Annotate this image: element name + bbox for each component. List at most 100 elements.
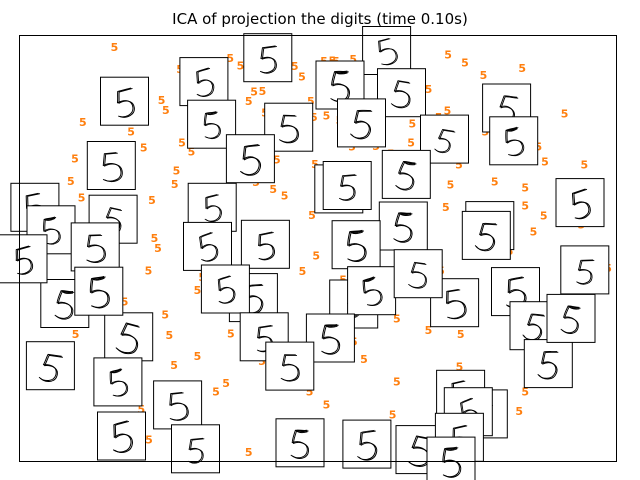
point-label: 5 xyxy=(360,353,368,366)
digit-thumbnail xyxy=(74,266,124,316)
digit-five-glyph-outline xyxy=(118,88,135,118)
point-label: 5 xyxy=(67,175,75,188)
thumbnail-frame xyxy=(179,57,229,107)
digit-five-glyph-outline xyxy=(573,188,591,220)
thumbnail-frame xyxy=(265,341,315,391)
point-label: 5 xyxy=(121,296,129,309)
digit-thumbnail xyxy=(0,234,48,284)
digit-thumbnail xyxy=(426,436,476,480)
point-label: 5 xyxy=(540,210,548,223)
point-label: 5 xyxy=(281,190,289,203)
digit-five-glyph-outline xyxy=(506,127,525,157)
point-label: 5 xyxy=(165,329,173,342)
point-label: 5 xyxy=(137,403,145,416)
point-label: 5 xyxy=(145,433,153,446)
thumbnail-frame xyxy=(362,26,412,75)
digit-five-glyph-outline xyxy=(394,213,413,243)
digit-five-glyph-outline xyxy=(561,306,581,334)
point-label: 5 xyxy=(291,60,299,73)
thumbnails-layer xyxy=(0,26,610,480)
digit-thumbnail xyxy=(381,149,431,199)
point-label: 5 xyxy=(312,250,320,263)
digit-five-glyph-outline xyxy=(443,447,462,478)
digit-thumbnail xyxy=(70,222,120,272)
digit-thumbnail xyxy=(555,178,605,228)
thumbnail-frame xyxy=(183,221,232,271)
digit-thumbnail xyxy=(93,357,143,407)
digit-five-glyph-outline xyxy=(241,144,262,176)
digit-thumbnail xyxy=(362,26,412,75)
digit-thumbnail xyxy=(86,141,136,190)
digit-five-glyph-outline xyxy=(363,276,383,306)
point-label: 5 xyxy=(78,192,86,205)
digit-five-glyph-outline xyxy=(87,234,106,263)
point-label: 5 xyxy=(491,176,499,189)
point-label: 5 xyxy=(79,116,87,129)
digit-thumbnail xyxy=(171,424,220,474)
point-label: 5 xyxy=(212,386,220,399)
digit-five-glyph-outline xyxy=(281,354,300,382)
digit-five-glyph-outline xyxy=(396,161,417,191)
digit-five-glyph-outline xyxy=(39,354,63,382)
point-label: 5 xyxy=(299,265,307,278)
point-label: 5 xyxy=(171,178,179,191)
digit-five-glyph-outline xyxy=(348,230,367,262)
digit-thumbnail xyxy=(331,220,381,270)
digit-thumbnail xyxy=(200,264,250,314)
thumbnail-frame xyxy=(393,249,443,299)
digit-thumbnail xyxy=(225,134,275,184)
point-label: 5 xyxy=(561,107,569,120)
digit-five-glyph-outline xyxy=(358,430,378,461)
point-label: 5 xyxy=(269,183,277,196)
digit-thumbnail xyxy=(560,245,610,295)
digit-thumbnail xyxy=(275,418,325,468)
point-label: 5 xyxy=(188,146,196,159)
point-label: 5 xyxy=(461,57,469,70)
digit-five-glyph-outline xyxy=(577,260,595,285)
point-label: 5 xyxy=(145,265,153,278)
digit-five-glyph-outline xyxy=(189,438,205,464)
digit-thumbnail xyxy=(322,161,372,210)
digit-thumbnail xyxy=(97,411,146,461)
point-label: 5 xyxy=(173,165,181,178)
point-label: 5 xyxy=(310,111,318,124)
point-label: 5 xyxy=(162,104,170,117)
digit-five-glyph-outline xyxy=(91,276,110,309)
digit-thumbnail xyxy=(26,205,76,255)
digit-thumbnail xyxy=(393,249,443,299)
point-label: 5 xyxy=(140,142,148,155)
point-label: 5 xyxy=(72,328,80,341)
digit-five-glyph-outline xyxy=(44,216,61,245)
digit-five-glyph-outline xyxy=(200,232,219,262)
digit-thumbnail xyxy=(461,210,511,260)
point-label: 5 xyxy=(307,95,315,108)
point-label: 5 xyxy=(442,201,450,214)
point-label: 5 xyxy=(237,60,245,73)
point-label: 5 xyxy=(425,324,433,337)
point-label: 5 xyxy=(534,141,542,154)
digit-five-glyph-outline xyxy=(291,430,309,459)
point-label: 5 xyxy=(425,83,433,96)
point-label: 5 xyxy=(127,125,135,138)
point-label: 5 xyxy=(71,153,79,166)
digit-five-glyph-outline xyxy=(205,194,222,222)
point-label: 5 xyxy=(148,194,156,207)
digit-five-glyph-outline xyxy=(475,223,498,252)
plot-frame xyxy=(19,35,617,462)
thumbnail-frame xyxy=(523,339,573,389)
point-label: 5 xyxy=(518,62,526,75)
point-label: 5 xyxy=(258,355,266,368)
thumbnail-frame xyxy=(342,419,392,469)
point-label: 5 xyxy=(306,386,314,399)
point-label: 5 xyxy=(480,69,488,82)
digit-thumbnail xyxy=(100,76,149,126)
point-label: 5 xyxy=(323,110,331,123)
thumbnail-frame xyxy=(461,210,511,260)
point-label: 5 xyxy=(151,232,159,245)
digit-five-glyph-outline xyxy=(391,81,411,109)
digit-thumbnail xyxy=(342,419,392,469)
point-label: 5 xyxy=(298,71,306,84)
point-label: 5 xyxy=(521,199,529,212)
digit-thumbnail xyxy=(153,380,203,430)
